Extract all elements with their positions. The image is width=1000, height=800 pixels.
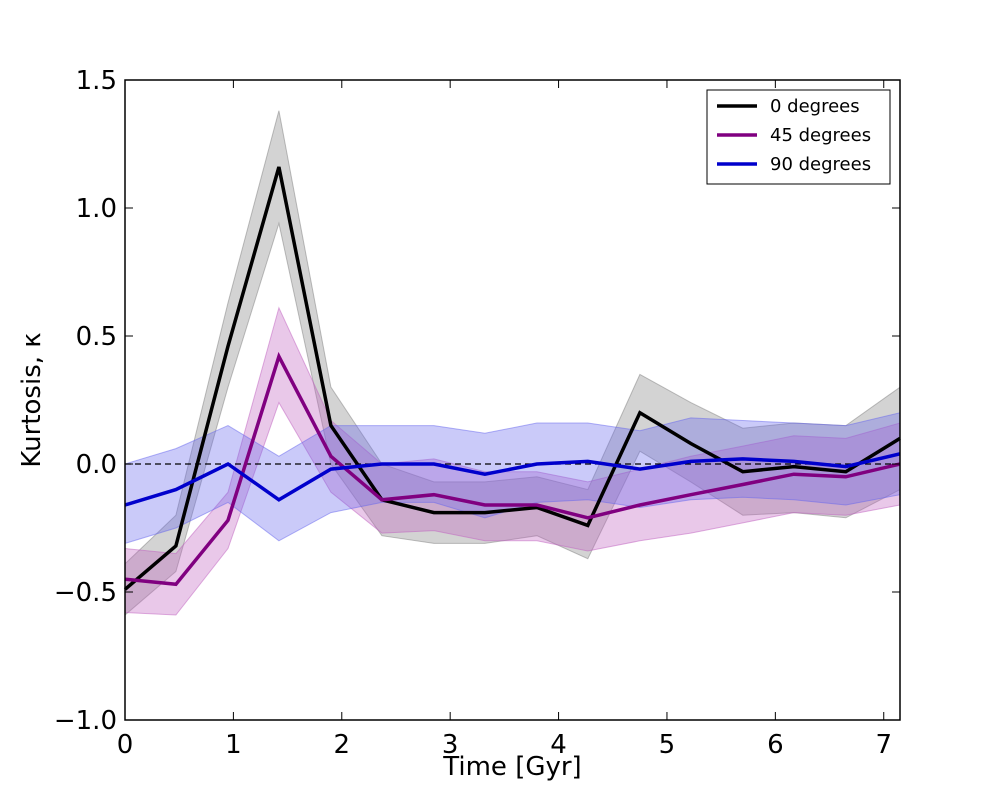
axis-ticks (124, 79, 900, 721)
line-series-3 (124, 452, 901, 507)
x-tick-label: 5 (659, 730, 676, 760)
line-series-1 (123, 166, 901, 591)
x-tick-label: 0 (117, 730, 134, 760)
x-tick-label: 3 (442, 730, 459, 760)
y-tick-label: 1.5 (76, 66, 117, 96)
legend-label-series-3: 90 degrees (770, 154, 871, 175)
legend: 0 degrees 45 degrees 90 degrees (706, 89, 891, 185)
legend-label-series-1: 0 degrees (770, 96, 860, 117)
x-tick-label: 7 (875, 730, 892, 760)
y-tick-label: −1.0 (54, 706, 117, 736)
x-tick-label: 6 (767, 730, 784, 760)
legend-label-series-2: 45 degrees (770, 125, 871, 146)
x-axis-label: Time [Gyr] (442, 752, 581, 782)
y-tick-label: 0.5 (76, 322, 117, 352)
x-tick-label: 4 (550, 730, 567, 760)
x-tick-label: 2 (334, 730, 351, 760)
y-tick-label: −0.5 (54, 578, 117, 608)
tick-labels: 0 1 2 3 4 5 6 7 −1.0 −0.5 0.0 0.5 1.0 1.5 (54, 66, 892, 760)
y-tick-label: 1.0 (76, 194, 117, 224)
x-tick-label: 1 (225, 730, 242, 760)
line-series-2 (124, 351, 901, 587)
y-axis-label: Kurtosis, κ (17, 332, 47, 467)
plot-frame (124, 79, 901, 721)
y-tick-label: 0.0 (76, 450, 117, 480)
series-lines (123, 166, 901, 591)
